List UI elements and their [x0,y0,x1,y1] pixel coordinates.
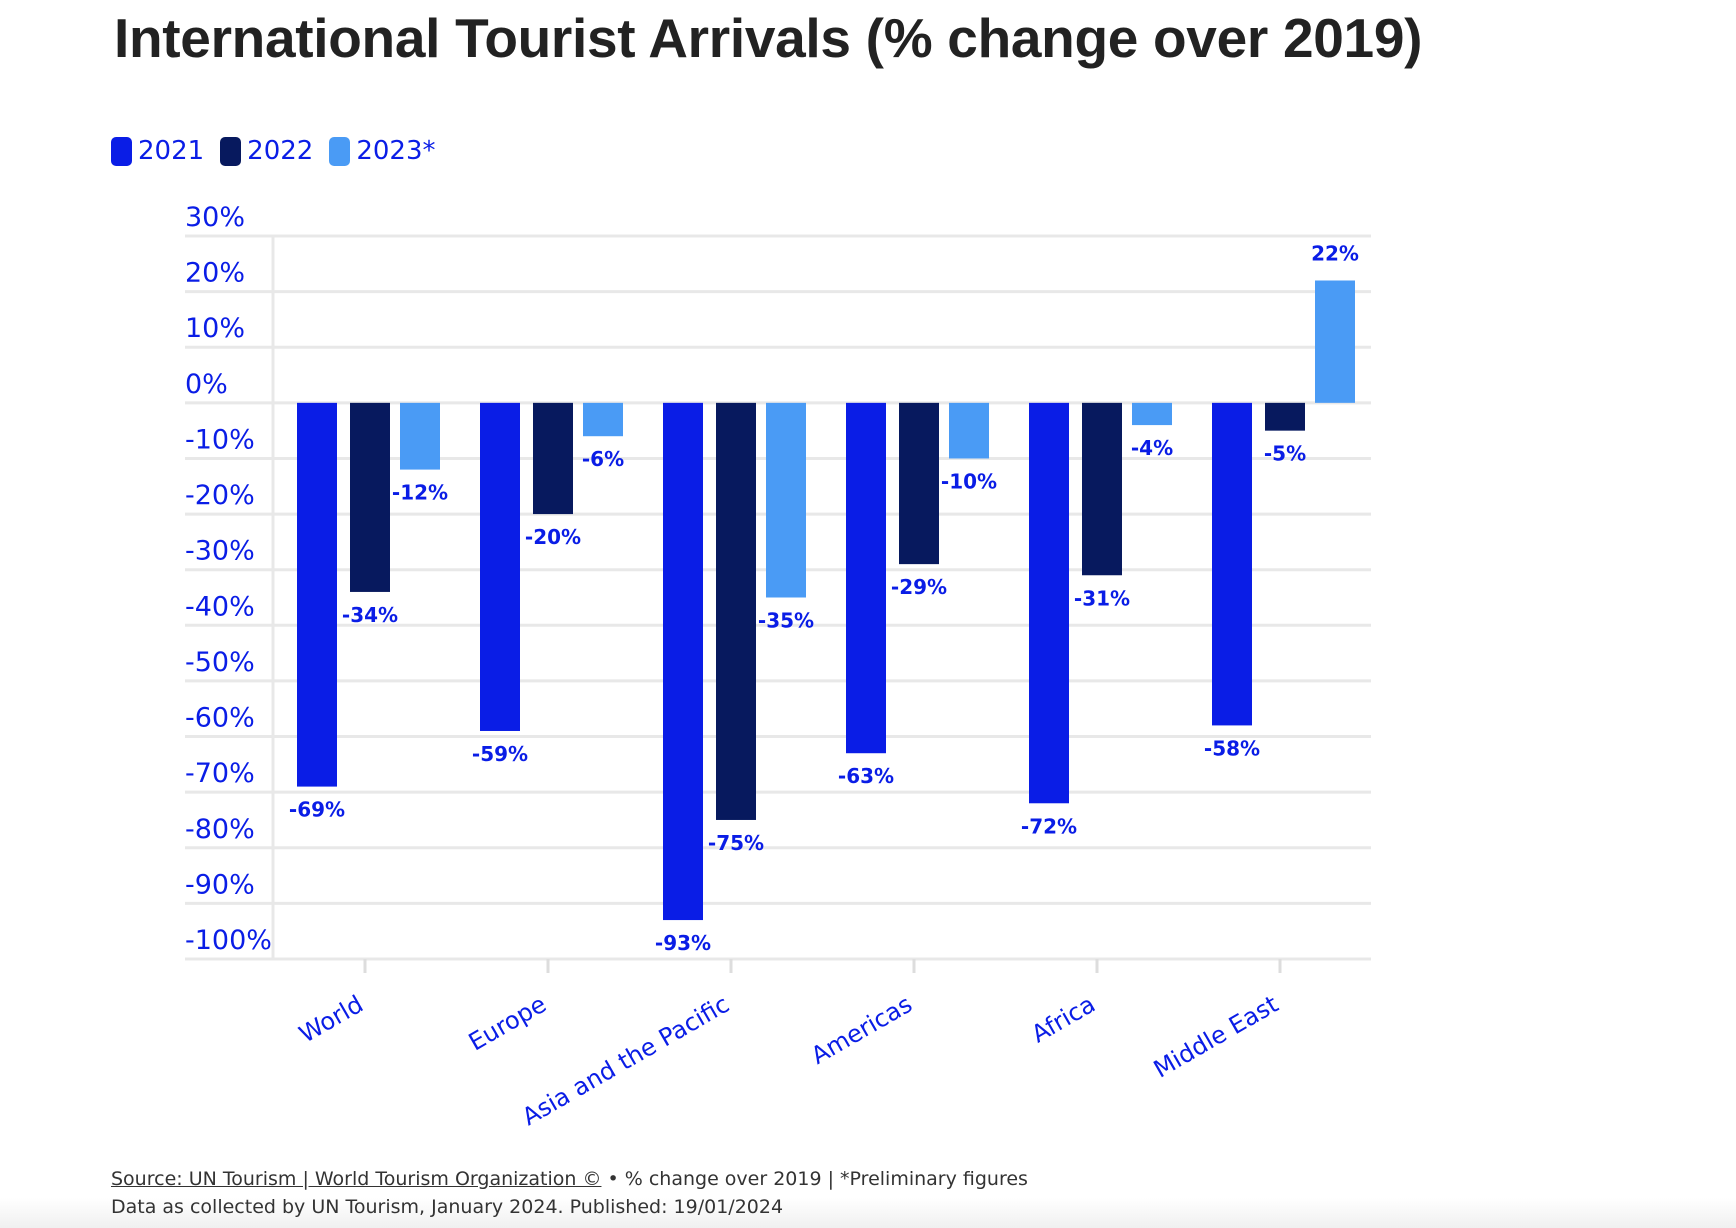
chart-title: International Tourist Arrivals (% change… [114,7,1423,69]
page-bottom [0,1198,1736,1228]
bar-2022-europe [533,402,573,515]
bar-2021-middle-east [1212,402,1252,726]
data-label: -4% [1131,436,1173,460]
bar-2021-europe [480,402,520,731]
legend-swatch [111,136,132,166]
y-tick-label: 0% [185,369,228,400]
bar-2023-europe [583,402,623,437]
bar-2022-asia-and-the-pacific [716,402,756,820]
data-label: -5% [1264,442,1306,466]
legend-label: 2022 [247,136,314,166]
legend-swatch [329,136,351,166]
footer: Source: UN Tourism | World Tourism Organ… [111,1165,1028,1221]
bar-2023-asia-and-the-pacific [766,402,806,598]
y-tick-label: 20% [185,258,245,289]
bar-2021-asia-and-the-pacific [663,402,703,921]
bar-2023-americas [949,402,989,459]
bar-2023-africa [1132,402,1172,426]
data-label: -58% [1204,736,1260,760]
data-label: -20% [525,525,581,549]
y-tick-label: -80% [185,814,255,845]
y-tick-label: -30% [185,536,255,567]
x-tick-label: Africa [1027,990,1100,1048]
data-label: -93% [655,931,711,955]
legend-item-2023[interactable]: 2023* [329,136,436,166]
data-label: -35% [758,609,814,633]
x-tick-label: World [294,990,368,1049]
x-tick-label: Middle East [1149,990,1283,1084]
data-label: -31% [1074,586,1130,610]
data-label: -72% [1021,814,1077,838]
y-tick-label: -50% [185,647,255,678]
y-tick-label: -20% [185,480,255,511]
bar-2022-americas [899,402,939,565]
data-label: -75% [708,831,764,855]
bar-2021-africa [1029,402,1069,804]
x-tick-label: Asia and the Pacific [517,990,734,1131]
legend-label: 2021 [138,136,205,166]
legend-label: 2023* [356,136,436,166]
legend-swatch [220,136,242,166]
data-label: -12% [392,481,448,505]
y-tick-label: -10% [185,424,255,455]
bar-2022-africa [1082,402,1122,576]
data-label: -59% [472,742,528,766]
publication-note: Data as collected by UN Tourism, January… [111,1196,784,1218]
bar-2022-world [350,402,390,592]
y-tick-label: -60% [185,703,255,734]
bar-2022-middle-east [1265,402,1305,431]
bar-2023-world [400,402,440,470]
y-tick-label: -40% [185,591,255,622]
legend-item-2021[interactable]: 2021 [111,136,204,166]
y-tick-label: 30% [185,202,245,233]
y-tick-label: -70% [185,758,255,789]
data-label: 22% [1311,241,1359,265]
legend-item-2022[interactable]: 2022 [220,136,313,166]
source-link[interactable]: Source: UN Tourism | World Tourism Organ… [111,1168,602,1190]
bar-2021-world [297,402,337,787]
x-tick-label: Americas [806,990,917,1070]
data-label: -69% [289,798,345,822]
data-label: -34% [342,603,398,627]
y-tick-label: -90% [185,869,255,900]
data-label: -10% [941,469,997,493]
data-label: -63% [838,764,894,788]
y-tick-label: -100% [185,925,272,956]
x-tick-label: Europe [464,990,551,1056]
bar-2023-middle-east [1315,280,1355,403]
bar-chart: 30% 20% 10% 0% -10% -20% -30% -40% -50% -60% -70% -… [185,202,1371,1131]
legend: 2021 2022 2023* [111,136,436,166]
data-label: -29% [891,575,947,599]
bar-2021-americas [846,402,886,754]
y-tick-label: 10% [185,313,245,344]
source-note: • % change over 2019 | *Preliminary figu… [601,1168,1028,1190]
data-label: -6% [582,447,624,471]
